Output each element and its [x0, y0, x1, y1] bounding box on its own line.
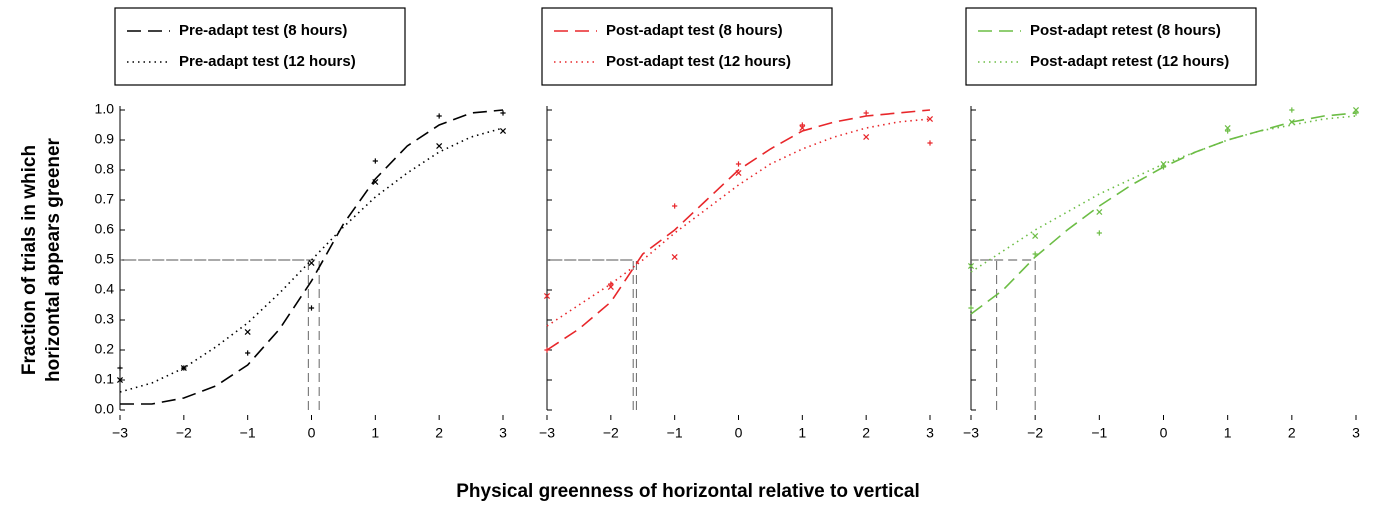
data-point	[863, 110, 869, 116]
x-tick-label: −1	[1091, 425, 1107, 441]
fit-curve	[120, 109, 504, 405]
x-tick-label: 3	[499, 425, 507, 441]
x-tick-label: 0	[308, 425, 316, 441]
data-point	[116, 376, 124, 384]
x-tick-label: 0	[1160, 425, 1168, 441]
data-point	[499, 127, 507, 135]
y-tick-label: 0.0	[95, 401, 115, 417]
data-point	[1032, 251, 1038, 257]
data-point	[735, 161, 742, 167]
pse-guide	[547, 259, 634, 410]
x-tick-label: −2	[1027, 425, 1043, 441]
legend-label: Post-adapt retest (12 hours)	[1030, 53, 1229, 70]
legend-label: Post-adapt test (12 hours)	[606, 53, 791, 70]
legend-label: Pre-adapt test (12 hours)	[179, 53, 356, 70]
x-tick-label: 3	[1352, 425, 1360, 441]
x-tick-label: 2	[1288, 425, 1296, 441]
data-point	[117, 365, 123, 371]
data-point	[1160, 160, 1167, 168]
x-tick-label: −3	[112, 425, 128, 441]
y-tick-label: 0.5	[95, 251, 115, 267]
data-point	[544, 347, 550, 353]
y-axis-label: horizontal appears greener	[43, 137, 64, 382]
data-point	[1353, 110, 1359, 116]
data-point	[799, 122, 805, 128]
fit-curve	[546, 118, 931, 327]
x-tick-label: −2	[603, 425, 619, 441]
legend-label: Post-adapt test (8 hours)	[606, 22, 783, 39]
y-tick-label: 1.0	[95, 101, 115, 117]
pse-guide	[971, 259, 998, 410]
data-point	[500, 110, 506, 116]
y-axis-label-group: Fraction of trials in which horizontal a…	[19, 137, 64, 382]
x-tick-label: 0	[735, 425, 743, 441]
y-tick-label: 0.4	[95, 281, 115, 297]
data-point	[244, 328, 251, 336]
data-point	[1160, 164, 1167, 170]
pse-guide	[547, 259, 637, 410]
legend-box	[965, 7, 1257, 86]
pse-guide	[120, 259, 309, 410]
y-tick-label: 0.7	[95, 191, 115, 207]
legend-box	[114, 7, 406, 86]
data-point	[967, 262, 975, 270]
fit-curve	[970, 115, 1357, 273]
data-point	[372, 178, 379, 186]
x-tick-label: 1	[1224, 425, 1232, 441]
y-tick-label: 0.6	[95, 221, 115, 237]
y-tick-label: 0.8	[95, 161, 115, 177]
data-point	[372, 158, 378, 164]
data-point	[927, 140, 933, 146]
data-point	[799, 124, 806, 132]
x-tick-label: 1	[371, 425, 379, 441]
legend-box	[541, 7, 833, 86]
x-tick-label: −3	[963, 425, 979, 441]
x-tick-label: 2	[435, 425, 443, 441]
y-tick-label: 0.3	[95, 311, 115, 327]
data-point	[607, 283, 614, 291]
fit-curve	[546, 109, 931, 351]
legend-label: Pre-adapt test (8 hours)	[179, 22, 347, 39]
x-axis-label: Physical greenness of horizontal relativ…	[456, 481, 920, 502]
fit-curve	[970, 112, 1357, 315]
x-tick-label: 3	[926, 425, 934, 441]
x-tick-label: −1	[240, 425, 256, 441]
data-point	[968, 305, 974, 311]
data-point	[672, 203, 678, 209]
data-point	[1224, 124, 1231, 132]
data-point	[671, 253, 678, 261]
x-tick-label: −1	[667, 425, 683, 441]
y-tick-label: 0.1	[95, 371, 115, 387]
data-point	[1288, 118, 1295, 126]
data-point	[735, 169, 742, 177]
data-point	[1352, 106, 1360, 114]
data-point	[608, 281, 614, 287]
data-point	[308, 259, 315, 267]
data-point	[863, 133, 870, 141]
data-point	[180, 364, 187, 372]
x-tick-label: −2	[176, 425, 192, 441]
legend-label: Post-adapt retest (8 hours)	[1030, 22, 1221, 39]
data-point	[1096, 230, 1102, 236]
data-point	[1225, 128, 1231, 134]
data-point	[1289, 107, 1295, 113]
data-point	[1032, 232, 1039, 240]
data-point	[436, 142, 443, 150]
data-point	[436, 113, 442, 119]
y-tick-label: 0.2	[95, 341, 115, 357]
data-point	[1096, 208, 1103, 216]
pse-guide	[971, 259, 1036, 410]
x-tick-label: 1	[798, 425, 806, 441]
data-point	[543, 292, 551, 300]
y-tick-label: 0.9	[95, 131, 115, 147]
data-point	[926, 115, 934, 123]
y-axis-label: Fraction of trials in which	[19, 145, 40, 375]
x-tick-label: 2	[862, 425, 870, 441]
data-point	[308, 305, 315, 311]
x-tick-label: −3	[539, 425, 555, 441]
data-point	[245, 350, 251, 356]
